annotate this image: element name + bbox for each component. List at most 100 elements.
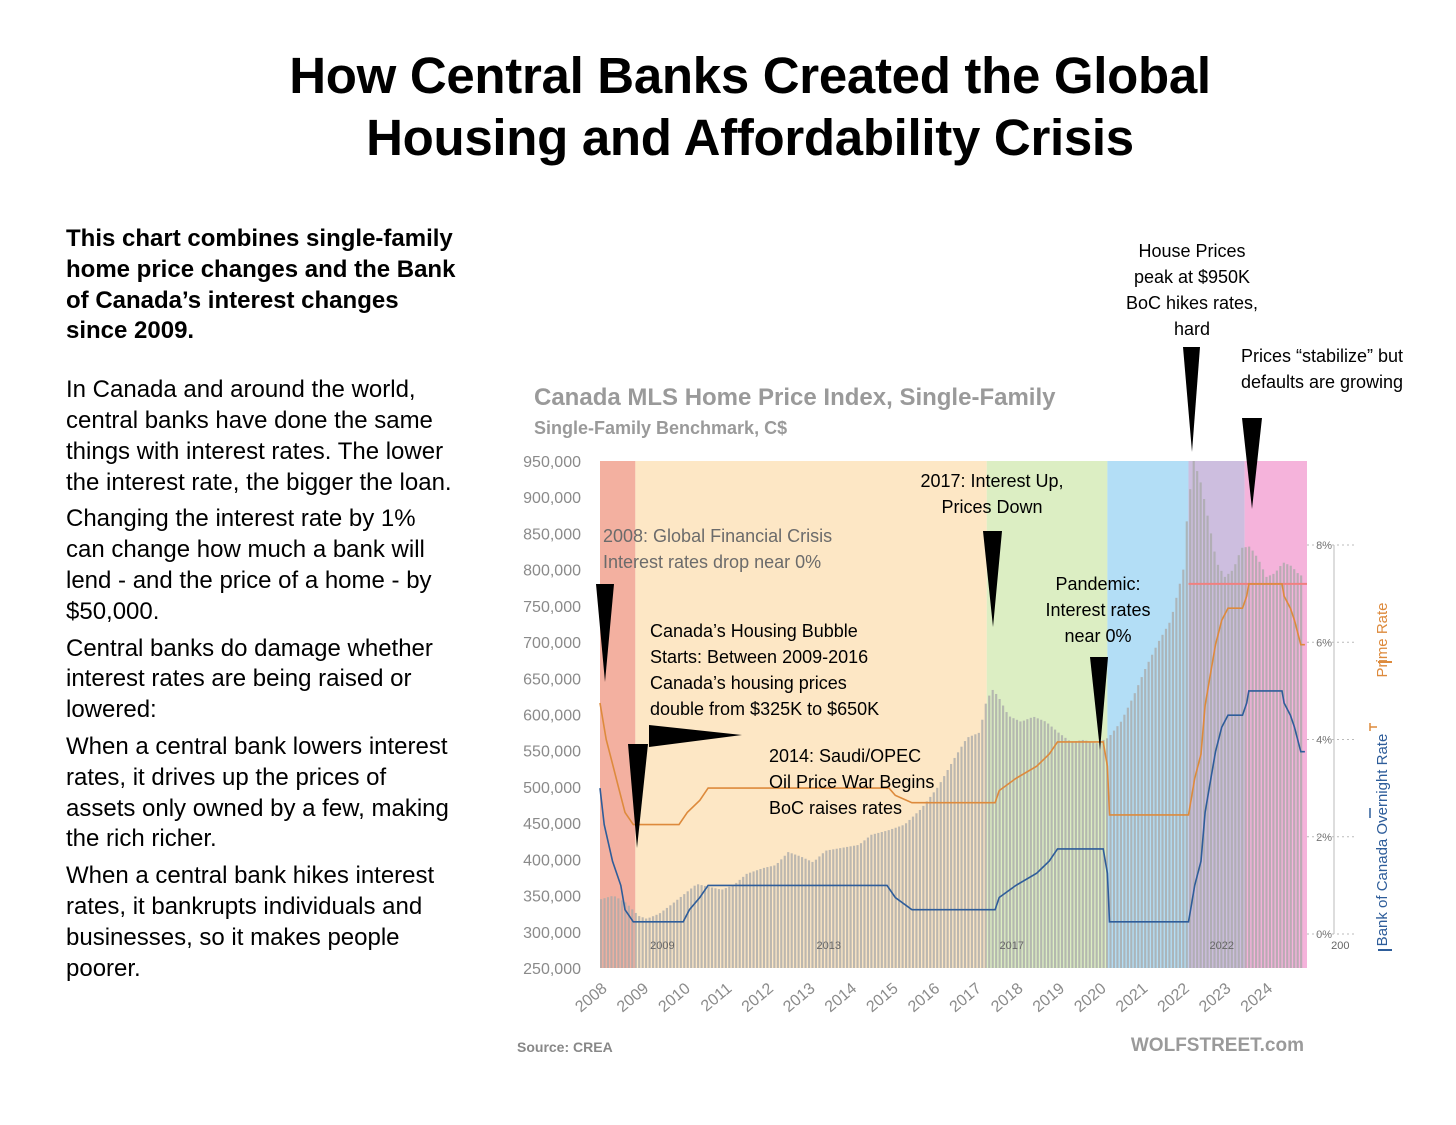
annotation-arrow	[1242, 418, 1262, 509]
price-bar	[1112, 730, 1116, 968]
price-bar	[1126, 707, 1129, 968]
price-bar	[634, 912, 637, 968]
price-bar	[710, 887, 714, 968]
price-bar	[1196, 471, 1199, 968]
price-bar	[828, 849, 831, 968]
price-bar	[859, 843, 863, 968]
y-tick-label: 500,000	[523, 780, 581, 797]
price-bar	[1216, 564, 1220, 968]
price-bar	[1157, 640, 1161, 968]
price-bar	[863, 840, 866, 968]
price-bar	[742, 876, 745, 968]
price-bar	[1289, 565, 1292, 968]
price-bar	[648, 917, 651, 968]
price-bar	[1085, 740, 1088, 968]
price-bar	[1109, 735, 1112, 968]
price-bar	[1286, 564, 1289, 968]
paragraph: Changing the interest rate by 1% can cha…	[66, 505, 432, 625]
annotation-text: near 0%	[1064, 626, 1131, 646]
annotation-arrow	[983, 531, 1002, 627]
y-tick-label: 300,000	[523, 925, 581, 942]
price-bar	[1137, 685, 1140, 968]
price-bar	[1206, 515, 1209, 968]
price-bar	[918, 809, 921, 968]
price-bar	[932, 792, 935, 968]
y-tick-label: 750,000	[523, 599, 581, 616]
annotation-text: defaults are growing	[1241, 372, 1403, 392]
price-bar	[1189, 489, 1192, 968]
price-bar	[1022, 720, 1025, 968]
x-tick-label: 2021	[1113, 980, 1151, 1016]
price-bar	[995, 693, 998, 968]
price-bar	[960, 746, 963, 968]
price-bar	[1151, 654, 1154, 968]
annotation-text: Prices “stabilize” but	[1241, 346, 1403, 366]
y-tick-label: 900,000	[523, 490, 581, 507]
y2-tick-label: 2%	[1316, 832, 1332, 844]
annotation-text: Interest rates	[1045, 600, 1150, 620]
price-bar	[1105, 738, 1109, 968]
price-bar	[884, 831, 887, 968]
annotation-arrow	[628, 744, 648, 848]
y-tick-label: 350,000	[523, 889, 581, 906]
x-tick-label: 2014	[822, 980, 860, 1016]
x-tick-label: 2024	[1238, 980, 1276, 1016]
price-bar	[1140, 677, 1143, 968]
price-bar	[825, 850, 828, 968]
x-tick-label: 2010	[656, 980, 694, 1016]
price-bar	[946, 770, 949, 968]
price-bar	[814, 859, 818, 968]
price-bar	[1282, 562, 1285, 968]
price-bar	[1116, 726, 1119, 968]
price-bar	[1182, 569, 1185, 968]
price-bar	[1040, 719, 1043, 968]
annotation-text: hard	[1174, 319, 1210, 339]
price-bar	[613, 896, 617, 968]
paragraph: When a central bank hikes interest rates…	[66, 862, 435, 982]
title-line-1: How Central Banks Created the Global	[289, 47, 1211, 104]
price-bar	[908, 819, 911, 968]
price-bar	[769, 866, 772, 968]
price-bar	[1008, 716, 1012, 968]
y2-label-overnight: Bank of Canada Overnight Rate	[1374, 734, 1391, 947]
price-bar	[676, 899, 679, 968]
price-bar	[877, 832, 880, 968]
price-bar	[697, 884, 700, 968]
annotation-text: Pandemic:	[1055, 574, 1140, 594]
price-bar	[651, 916, 655, 968]
annotation-text: BoC hikes rates,	[1126, 293, 1258, 313]
price-bar	[977, 732, 980, 968]
inner-year-label: 2013	[816, 940, 840, 952]
annotation-text: BoC raises rates	[769, 798, 902, 818]
price-bar	[901, 825, 904, 968]
price-bar	[766, 867, 769, 968]
price-bar	[776, 862, 779, 968]
price-bar	[603, 898, 606, 968]
price-bar	[638, 916, 641, 968]
price-bar	[1012, 718, 1015, 968]
price-bar	[849, 846, 852, 968]
price-bar	[925, 801, 928, 968]
y-tick-label: 600,000	[523, 708, 581, 725]
price-bar	[1033, 716, 1036, 968]
price-bar	[852, 845, 856, 968]
price-bar	[1074, 741, 1077, 968]
price-bar	[950, 763, 953, 968]
price-bar	[818, 856, 821, 968]
x-tick-label: 2022	[1155, 980, 1193, 1016]
price-bar	[1054, 729, 1057, 968]
y-tick-label: 550,000	[523, 744, 581, 761]
annotation-text: Canada’s housing prices	[650, 673, 847, 693]
price-bar	[672, 902, 675, 968]
y2-tick-label: 0%	[1316, 929, 1332, 941]
price-bar	[745, 873, 748, 968]
price-bar	[1265, 576, 1268, 968]
price-bar	[658, 913, 662, 968]
price-bar	[1296, 573, 1299, 968]
price-bar	[821, 853, 824, 968]
y-tick-label: 250,000	[523, 961, 581, 978]
y-tick-label: 450,000	[523, 816, 581, 833]
price-bar	[991, 689, 994, 968]
annotation-text: Prices Down	[941, 497, 1042, 517]
price-bar	[683, 894, 686, 968]
